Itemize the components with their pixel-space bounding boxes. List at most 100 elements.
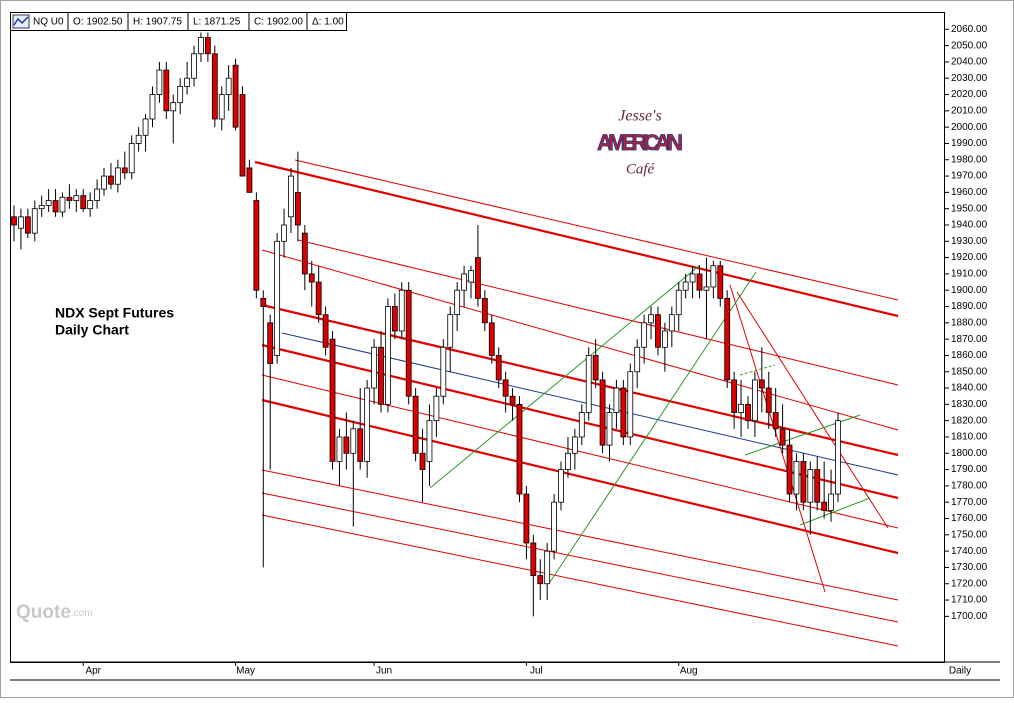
y-tick-label: 1710.00	[951, 595, 988, 606]
channel-line	[261, 469, 899, 601]
candle-body	[440, 346, 447, 397]
y-tick-label: 2040.00	[951, 57, 988, 68]
period-label: Daily	[949, 666, 971, 677]
candle-body	[177, 85, 184, 104]
candle-body	[336, 436, 343, 462]
candle-body	[281, 224, 287, 242]
candle-body	[378, 346, 384, 405]
candle-body	[274, 240, 281, 356]
candle-body	[585, 355, 592, 413]
y-tick-label: 1810.00	[951, 432, 988, 443]
candle-body	[516, 403, 523, 495]
candle-body	[87, 200, 94, 210]
candle-body	[419, 452, 426, 470]
y-tick-label: 1860.00	[951, 350, 988, 361]
candle-body	[38, 205, 45, 210]
candle-body	[371, 346, 377, 389]
channel-line	[261, 514, 899, 647]
candle-body	[225, 77, 232, 95]
candle-body	[184, 77, 191, 87]
candle-body	[731, 379, 738, 413]
y-tick-label: 1980.00	[951, 154, 988, 165]
y-tick-label: 1720.00	[951, 578, 988, 589]
candle-body	[765, 387, 772, 413]
candle-body	[724, 297, 731, 381]
candle-body	[357, 428, 364, 462]
x-tick-label: Jun	[376, 666, 392, 677]
candle-body	[461, 273, 467, 291]
candle-body	[66, 196, 73, 201]
candle-body	[350, 428, 357, 454]
header-item: H: 1907.75	[133, 17, 182, 28]
y-tick-label: 1960.00	[951, 187, 988, 198]
candle-body	[52, 200, 59, 213]
candle-body	[502, 379, 509, 397]
candle-body	[537, 575, 544, 585]
candle-body	[495, 355, 502, 381]
watermark-main: Quote	[16, 602, 71, 623]
candle-body	[315, 281, 322, 316]
candle-body	[433, 395, 440, 422]
candle-body	[426, 420, 433, 462]
candle-body	[565, 452, 571, 470]
x-tick-label: May	[236, 666, 255, 677]
candle-body	[24, 216, 31, 234]
candle-body	[807, 469, 814, 503]
y-tick-label: 1760.00	[951, 513, 988, 524]
candle-body	[758, 379, 765, 389]
candle-body	[232, 64, 239, 128]
candle-body	[599, 379, 606, 446]
y-tick-label: 1840.00	[951, 383, 988, 394]
candle-body	[481, 297, 488, 324]
channel-line	[261, 303, 899, 457]
y-tick-label: 2030.00	[951, 73, 988, 84]
fan-line	[736, 291, 889, 529]
fan-line	[729, 284, 826, 593]
candle-body	[835, 420, 841, 495]
candle-body	[627, 371, 634, 438]
header-item: O: 1902.50	[73, 17, 123, 28]
watermark: Quote.com	[16, 602, 93, 623]
header-item: C: 1902.00	[254, 17, 303, 28]
candle-body	[294, 191, 301, 226]
candle-body	[613, 387, 620, 413]
y-tick-label: 1750.00	[951, 529, 988, 540]
y-tick-label: 1890.00	[951, 301, 988, 312]
header-item: NQ U0	[33, 17, 64, 28]
green-line	[549, 271, 757, 583]
candle-body	[343, 436, 350, 454]
header-box	[10, 12, 347, 31]
y-tick-label: 2060.00	[951, 24, 988, 35]
candle-body	[204, 37, 211, 55]
y-tick-label: 1790.00	[951, 464, 988, 475]
y-tick-label: 1970.00	[951, 171, 988, 182]
candle-body	[682, 281, 689, 291]
candle-body	[675, 289, 682, 316]
y-tick-label: 1850.00	[951, 366, 988, 377]
candle-body	[752, 379, 758, 422]
candle-body	[772, 412, 779, 430]
y-tick-label: 1930.00	[951, 236, 988, 247]
candle-body	[218, 94, 225, 120]
y-tick-label: 1820.00	[951, 415, 988, 426]
channel-line	[261, 249, 899, 431]
y-tick-label: 1700.00	[951, 611, 988, 622]
y-tick-label: 1780.00	[951, 481, 988, 492]
annotation: Daily Chart	[55, 322, 129, 338]
y-tick-label: 2000.00	[951, 122, 988, 133]
candle-body	[149, 94, 156, 120]
candle-body	[101, 175, 107, 190]
candle-body	[786, 444, 793, 495]
candle-body	[530, 542, 537, 576]
candle-body	[322, 314, 329, 348]
y-tick-label: 1880.00	[951, 317, 988, 328]
annotation: NDX Sept Futures	[55, 305, 174, 321]
candle-body	[391, 306, 398, 332]
candle-body	[31, 208, 38, 234]
y-tick-label: 1870.00	[951, 334, 988, 345]
header-icon-line	[13, 16, 29, 26]
candle-body	[703, 286, 710, 291]
candle-body	[793, 461, 800, 495]
